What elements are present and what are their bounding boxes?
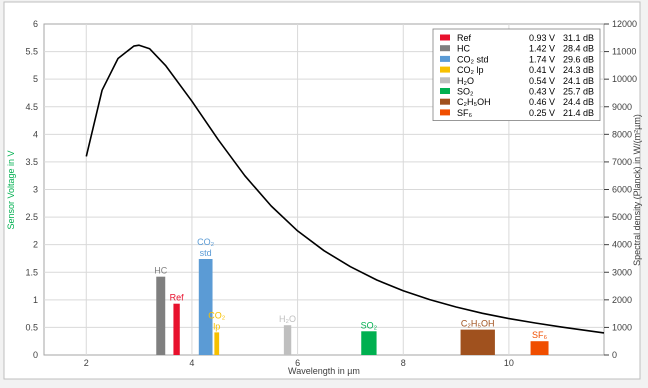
legend-voltage-ref: 0.93 V xyxy=(529,33,555,43)
y-left-tick-label: 6 xyxy=(33,19,38,29)
y-left-tick-label: 3 xyxy=(33,185,38,195)
legend-swatch-co2lp xyxy=(440,66,450,73)
y-right-tick-label: 9000 xyxy=(612,102,632,112)
legend-voltage-so2: 0.43 V xyxy=(529,87,555,97)
y-left-tick-label: 1.5 xyxy=(25,267,38,277)
legend-swatch-hc xyxy=(440,45,450,52)
bar-hc xyxy=(156,276,166,355)
legend-db-ref: 31.1 dB xyxy=(563,33,594,43)
legend-label-sf6: SF₆ xyxy=(457,108,473,118)
y-right-tick-label: 4000 xyxy=(612,240,632,250)
y-right-tick-label: 12000 xyxy=(612,19,637,29)
y-right-tick-label: 1000 xyxy=(612,322,632,332)
bar-so2 xyxy=(361,331,377,355)
legend-voltage-hc: 1.42 V xyxy=(529,44,555,54)
bar-label-so2: SO₂ xyxy=(361,320,378,330)
x-tick-label: 8 xyxy=(401,358,406,368)
x-tick-label: 10 xyxy=(504,358,514,368)
legend-swatch-co2std xyxy=(440,55,450,62)
legend-label-h2o: H₂O xyxy=(457,76,474,86)
legend-label-co2std: CO₂ std xyxy=(457,54,489,64)
legend-label-ref: Ref xyxy=(457,33,472,43)
legend-box xyxy=(432,28,601,121)
y-left-tick-label: 5.5 xyxy=(25,47,38,57)
y-right-tick-label: 0 xyxy=(612,350,617,360)
bar-label-hc: HC xyxy=(154,266,167,276)
x-tick-label: 6 xyxy=(295,358,300,368)
legend-label-co2lp: CO₂ lp xyxy=(457,65,484,75)
y-left-tick-label: 5 xyxy=(33,74,38,84)
y-left-tick-label: 1 xyxy=(33,295,38,305)
planck-curve xyxy=(85,44,605,334)
y-right-tick-label: 6000 xyxy=(612,185,632,195)
legend-label-c2h5oh: C₂H₅OH xyxy=(457,97,491,107)
y-left-tick-label: 2.5 xyxy=(25,212,38,222)
y-left-tick-label: 2 xyxy=(33,240,38,250)
legend-voltage-sf6: 0.25 V xyxy=(529,108,555,118)
bar-ref xyxy=(173,303,180,355)
bar-label-h2o: H₂O xyxy=(279,314,296,324)
planck-curve-group xyxy=(85,44,605,334)
legend-swatch-c2h5oh xyxy=(440,98,450,105)
bar-label-ref: Ref xyxy=(170,293,185,303)
y-right-tick-label: 8000 xyxy=(612,129,632,139)
bar-label-co2lp: CO₂ xyxy=(208,310,226,320)
bar-co2std xyxy=(198,259,213,355)
y-axis-right-title: Spectral density (Planck) in W/(m²µm) xyxy=(632,114,642,266)
legend: Ref 0.93 V 31.1 dB HC 1.42 V 28.4 dB CO₂ std 1.… xyxy=(432,28,601,121)
y-axis-left-title: Sensor Voltage in V xyxy=(6,150,16,229)
bar-h2o xyxy=(283,325,292,355)
bar-label-co2lp: lp xyxy=(213,321,220,331)
bar-label-co2std: std xyxy=(200,248,212,258)
bar-sf6 xyxy=(530,341,549,355)
legend-swatch-h2o xyxy=(440,77,450,84)
bar-co2lp xyxy=(214,332,220,355)
y-right-tick-label: 2000 xyxy=(612,295,632,305)
legend-label-so2: SO₂ xyxy=(457,87,474,97)
tick-labels: 00.511.522.533.544.555.56010002000300040… xyxy=(25,19,637,368)
bar-label-co2std: CO₂ xyxy=(197,237,215,247)
y-left-tick-label: 4 xyxy=(33,129,38,139)
y-left-tick-label: 3.5 xyxy=(25,157,38,167)
x-axis-title: Wavelength in µm xyxy=(288,366,360,376)
bar-label-c2h5oh: C₂H₅OH xyxy=(461,319,495,329)
x-tick-label: 4 xyxy=(189,358,194,368)
legend-label-hc: HC xyxy=(457,44,470,54)
legend-db-co2lp: 24.3 dB xyxy=(563,65,594,75)
legend-swatch-ref xyxy=(440,34,450,41)
legend-db-h2o: 24.1 dB xyxy=(563,76,594,86)
y-right-tick-label: 7000 xyxy=(612,157,632,167)
bar-c2h5oh xyxy=(460,329,495,355)
legend-db-co2std: 29.6 dB xyxy=(563,54,594,64)
legend-voltage-co2std: 1.74 V xyxy=(529,54,555,64)
bar-label-sf6: SF₆ xyxy=(532,330,548,340)
legend-voltage-c2h5oh: 0.46 V xyxy=(529,97,555,107)
y-left-tick-label: 0 xyxy=(33,350,38,360)
legend-db-hc: 28.4 dB xyxy=(563,44,594,54)
legend-voltage-co2lp: 0.41 V xyxy=(529,65,555,75)
y-left-tick-label: 4.5 xyxy=(25,102,38,112)
legend-db-c2h5oh: 24.4 dB xyxy=(563,97,594,107)
x-tick-label: 2 xyxy=(84,358,89,368)
y-right-tick-label: 10000 xyxy=(612,74,637,84)
y-left-tick-label: 0.5 xyxy=(25,322,38,332)
legend-voltage-h2o: 0.54 V xyxy=(529,76,555,86)
legend-swatch-so2 xyxy=(440,88,450,94)
legend-db-sf6: 21.4 dB xyxy=(563,108,594,118)
legend-swatch-sf6 xyxy=(440,109,450,116)
legend-db-so2: 25.7 dB xyxy=(563,87,594,97)
y-right-tick-label: 11000 xyxy=(612,47,636,57)
y-right-tick-label: 3000 xyxy=(612,267,632,277)
y-right-tick-label: 5000 xyxy=(612,212,632,222)
